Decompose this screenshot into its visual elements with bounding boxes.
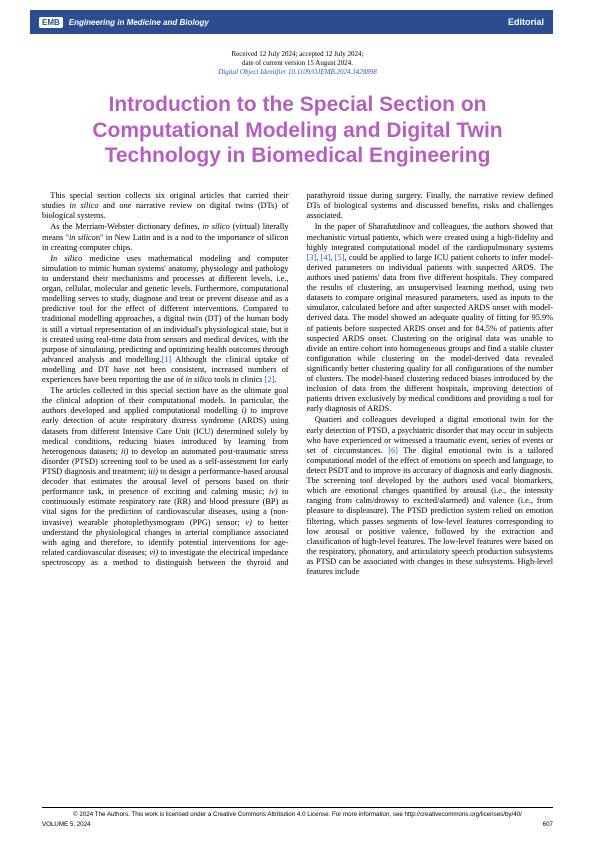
footer: © 2024 The Authors. This work is license… — [42, 815, 553, 828]
section-label: Editorial — [508, 17, 544, 27]
footer-rule — [42, 807, 553, 808]
footer-volume: VOLUME 5, 2024 — [42, 821, 91, 828]
paragraph: Quatieri and colleagues developed a digi… — [307, 415, 554, 577]
journal-header: EMB Engineering in Medicine and Biology … — [30, 10, 553, 34]
paragraph: In silico medicine uses mathematical mod… — [42, 254, 289, 385]
paragraph: As the Merriam-Webster dictionary define… — [42, 222, 289, 252]
journal-name: Engineering in Medicine and Biology — [69, 18, 209, 27]
paragraph: In the paper of Sharafutdinov and collea… — [307, 222, 554, 414]
footer-page: 607 — [543, 821, 553, 828]
publisher-badge: EMB — [39, 17, 63, 28]
article-meta: Received 12 July 2024; accepted 12 July … — [42, 50, 553, 76]
article-body: This special section collects six origin… — [42, 191, 553, 577]
meta-current: date of current version 15 August 2024. — [42, 59, 553, 68]
meta-doi: Digital Object Identifier 10.1109/OJEMB.… — [42, 68, 553, 77]
paragraph: This special section collects six origin… — [42, 191, 289, 221]
article-title: Introduction to the Special Section on C… — [42, 92, 553, 183]
footer-license: © 2024 The Authors. This work is license… — [42, 811, 553, 818]
meta-received: Received 12 July 2024; accepted 12 July … — [42, 50, 553, 59]
